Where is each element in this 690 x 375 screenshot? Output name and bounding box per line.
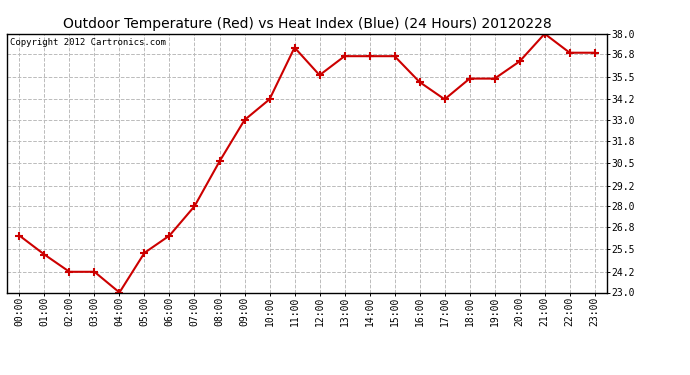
- Text: Copyright 2012 Cartronics.com: Copyright 2012 Cartronics.com: [10, 38, 166, 46]
- Title: Outdoor Temperature (Red) vs Heat Index (Blue) (24 Hours) 20120228: Outdoor Temperature (Red) vs Heat Index …: [63, 17, 551, 31]
